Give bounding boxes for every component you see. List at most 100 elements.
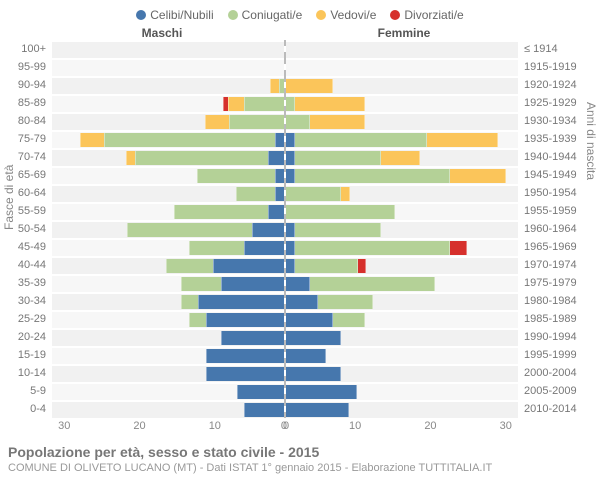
- male-side: [52, 221, 284, 238]
- age-label: 30-34: [4, 295, 52, 307]
- vedovi-swatch: [316, 10, 326, 20]
- segment: [189, 241, 244, 255]
- birth-year-label: 2010-2014: [518, 403, 596, 415]
- birth-year-label: 1975-1979: [518, 277, 596, 289]
- female-side: [286, 95, 518, 112]
- segment: [236, 187, 276, 201]
- segment: [275, 169, 284, 183]
- pyramid-row: 65-691945-1949: [4, 166, 596, 184]
- segment: [221, 331, 284, 345]
- segment: [286, 331, 341, 345]
- female-side: [286, 221, 518, 238]
- segment: [286, 133, 295, 147]
- birth-year-label: ≤ 1914: [518, 43, 596, 55]
- segment: [275, 133, 284, 147]
- segment: [310, 115, 365, 129]
- birth-year-label: 2000-2004: [518, 367, 596, 379]
- segment: [237, 385, 284, 399]
- coniugati-swatch: [228, 10, 238, 20]
- segment: [295, 241, 451, 255]
- female-side: [286, 41, 518, 58]
- male-side: [52, 131, 284, 148]
- birth-year-label: 1920-1924: [518, 79, 596, 91]
- legend-label: Celibi/Nubili: [150, 8, 213, 22]
- x-tick: 30: [58, 420, 70, 436]
- legend-item-divorziati: Divorziati/e: [390, 8, 463, 22]
- pyramid-row: 10-14 2000-2004: [4, 364, 596, 382]
- male-side: [52, 95, 284, 112]
- segment: [295, 133, 427, 147]
- segment: [295, 169, 451, 183]
- segment: [268, 151, 284, 165]
- segment: [381, 151, 421, 165]
- segment: [135, 151, 267, 165]
- female-side: [286, 149, 518, 166]
- female-side: [286, 383, 518, 400]
- pyramid-row: 40-441970-1974: [4, 256, 596, 274]
- segment: [286, 259, 295, 273]
- segment: [166, 259, 213, 273]
- pyramid-row: 30-341980-1984: [4, 292, 596, 310]
- pyramid-row: 90-94 1920-1924: [4, 76, 596, 94]
- segment: [358, 259, 367, 273]
- male-side: [52, 257, 284, 274]
- x-tick: 10: [349, 420, 361, 436]
- segment: [310, 277, 435, 291]
- female-side: [286, 167, 518, 184]
- male-side: [52, 329, 284, 346]
- pyramid-row: 85-891925-1929: [4, 94, 596, 112]
- female-side: [286, 239, 518, 256]
- segment: [450, 169, 505, 183]
- segment: [295, 259, 358, 273]
- segment: [295, 151, 381, 165]
- population-pyramid: 100+≤ 191495-991915-1919 90-94 1920-1924 85…: [0, 40, 600, 418]
- segment: [286, 241, 295, 255]
- segment: [286, 79, 333, 93]
- age-label: 15-19: [4, 349, 52, 361]
- birth-year-label: 1915-1919: [518, 61, 596, 73]
- age-label: 10-14: [4, 367, 52, 379]
- female-side: [286, 185, 518, 202]
- y-axis-right-title: Anni di nascita: [584, 102, 598, 180]
- age-label: 75-79: [4, 133, 52, 145]
- birth-year-label: 1965-1969: [518, 241, 596, 253]
- male-side: [52, 239, 284, 256]
- male-side: [52, 185, 284, 202]
- male-side: [52, 149, 284, 166]
- pyramid-row: 45-491965-1969: [4, 238, 596, 256]
- male-side: [52, 347, 284, 364]
- age-label: 35-39: [4, 277, 52, 289]
- segment: [174, 205, 268, 219]
- pyramid-row: 100+≤ 1914: [4, 40, 596, 58]
- celibi-swatch: [136, 10, 146, 20]
- pyramid-row: 20-241990-1994: [4, 328, 596, 346]
- female-side: [286, 203, 518, 220]
- male-side: [52, 383, 284, 400]
- male-side: [52, 311, 284, 328]
- segment: [181, 277, 221, 291]
- birth-year-label: 1960-1964: [518, 223, 596, 235]
- segment: [286, 403, 349, 417]
- segment: [244, 403, 284, 417]
- pyramid-row: 0-42010-2014: [4, 400, 596, 418]
- segment: [197, 169, 275, 183]
- female-side: [286, 311, 518, 328]
- segment: [275, 187, 284, 201]
- female-side: [286, 257, 518, 274]
- segment: [450, 241, 466, 255]
- segment: [270, 79, 279, 93]
- legend-label: Vedovi/e: [330, 8, 376, 22]
- y-axis-left-title: Fasce di età: [2, 165, 16, 230]
- pyramid-row: 35-39 1975-1979: [4, 274, 596, 292]
- segment: [318, 295, 373, 309]
- age-label: 25-29: [4, 313, 52, 325]
- male-side: [52, 275, 284, 292]
- age-label: 90-94: [4, 79, 52, 91]
- segment: [189, 313, 205, 327]
- segment: [427, 133, 498, 147]
- segment: [205, 115, 229, 129]
- pyramid-row: 55-591955-1959: [4, 202, 596, 220]
- x-tick: 30: [500, 420, 512, 436]
- pyramid-row: 95-991915-1919: [4, 58, 596, 76]
- birth-year-label: 1985-1989: [518, 313, 596, 325]
